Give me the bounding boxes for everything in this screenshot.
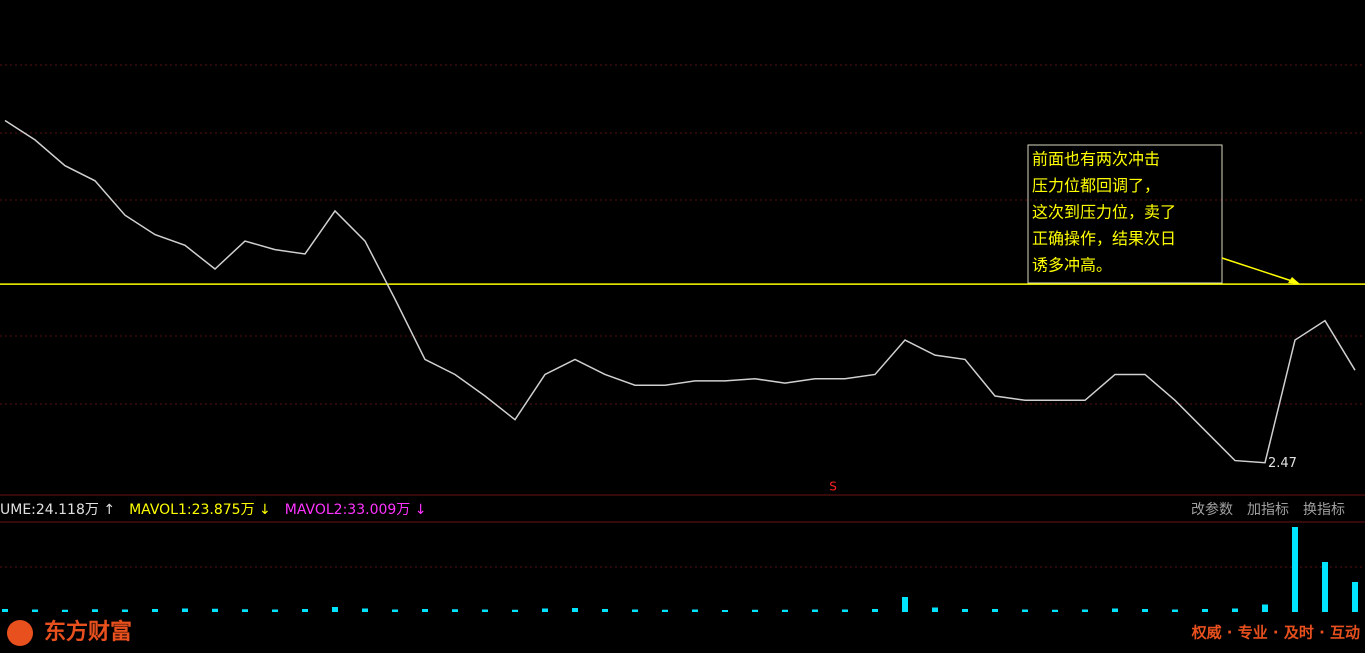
volume-bar xyxy=(872,609,878,612)
annotation-box xyxy=(1027,144,1223,284)
indicator-button[interactable]: 改参数 xyxy=(1191,501,1233,518)
volume-bar xyxy=(212,608,218,612)
volume-bar xyxy=(92,609,98,612)
volume-legend-entry: UME:24.118万 ↑ xyxy=(0,502,115,518)
annotation-text: 正确操作，结果次日 xyxy=(1032,229,1176,248)
volume-bar xyxy=(422,609,428,612)
volume-bar xyxy=(782,609,788,612)
volume-bar xyxy=(242,609,248,612)
volume-bar xyxy=(1262,604,1268,612)
volume-bar xyxy=(542,608,548,612)
signal: S xyxy=(829,480,837,494)
slogan: 权威 · 专业 · 及时 · 互动 xyxy=(1191,624,1360,642)
volume-bar xyxy=(512,609,518,612)
volume-bar xyxy=(182,608,188,612)
volume-bar xyxy=(932,607,938,612)
volume-bar xyxy=(62,609,68,612)
indicator-button[interactable]: 换指标 xyxy=(1303,501,1345,518)
volume-bar xyxy=(1172,609,1178,612)
annotation-text: 压力位都回调了， xyxy=(1032,176,1160,195)
annotation-text: 前面也有两次冲击 xyxy=(1032,150,1160,169)
volume-bar xyxy=(1292,527,1298,612)
volume-bar xyxy=(32,609,38,612)
volume-bar xyxy=(662,609,668,612)
volume-bar xyxy=(122,609,128,612)
volume-bar xyxy=(362,608,368,612)
volume-bar xyxy=(1322,562,1328,612)
arrow-head xyxy=(1288,277,1300,284)
annotation-arrow xyxy=(1221,257,1299,284)
volume-bar xyxy=(992,609,998,612)
volume-bar xyxy=(692,609,698,612)
volume-bar xyxy=(962,609,968,612)
volume-bar xyxy=(572,608,578,612)
volume-bar xyxy=(812,609,818,612)
footer xyxy=(0,612,1365,653)
volume-bar xyxy=(752,609,758,612)
annotation-text: 这次到压力位，卖了 xyxy=(1032,203,1176,222)
volume-bar xyxy=(482,609,488,612)
volume-bar xyxy=(1052,609,1058,612)
volume-bar xyxy=(452,609,458,612)
volume-bar xyxy=(1202,609,1208,612)
volume-bar xyxy=(632,609,638,612)
volume-bar xyxy=(1352,582,1358,612)
volume-bar xyxy=(302,609,308,612)
volume-bar xyxy=(602,609,608,612)
volume-bar xyxy=(722,610,728,612)
volume-bar xyxy=(842,609,848,612)
indicator-button[interactable]: 加指标 xyxy=(1247,502,1289,518)
volume-bar xyxy=(152,609,158,612)
volume-bar xyxy=(272,609,278,612)
volume-bar xyxy=(1022,609,1028,612)
volume-bar xyxy=(1112,608,1118,612)
low-label: 2.47 xyxy=(1268,456,1297,471)
volume-bar xyxy=(392,609,398,612)
volume-bar xyxy=(332,607,338,612)
volume-bar xyxy=(902,597,908,612)
price-line xyxy=(4,119,1356,464)
brand-logo xyxy=(7,620,33,646)
annotation-text: 诱多冲高。 xyxy=(1032,256,1112,275)
volume-legend-entry: MAVOL2:33.009万 ↓ xyxy=(285,502,427,518)
volume-legend: UME:24.118万 ↑ MAVOL1:23.875万 ↓ MAVOL2:33.0… xyxy=(0,502,426,518)
brand: 东方财富 xyxy=(44,619,132,645)
volume-bar xyxy=(1232,608,1238,612)
volume-legend-entry: MAVOL1:23.875万 ↓ xyxy=(129,502,271,518)
volume-bar xyxy=(1082,609,1088,612)
volume-bar xyxy=(1142,609,1148,612)
volume-bar xyxy=(2,609,8,612)
